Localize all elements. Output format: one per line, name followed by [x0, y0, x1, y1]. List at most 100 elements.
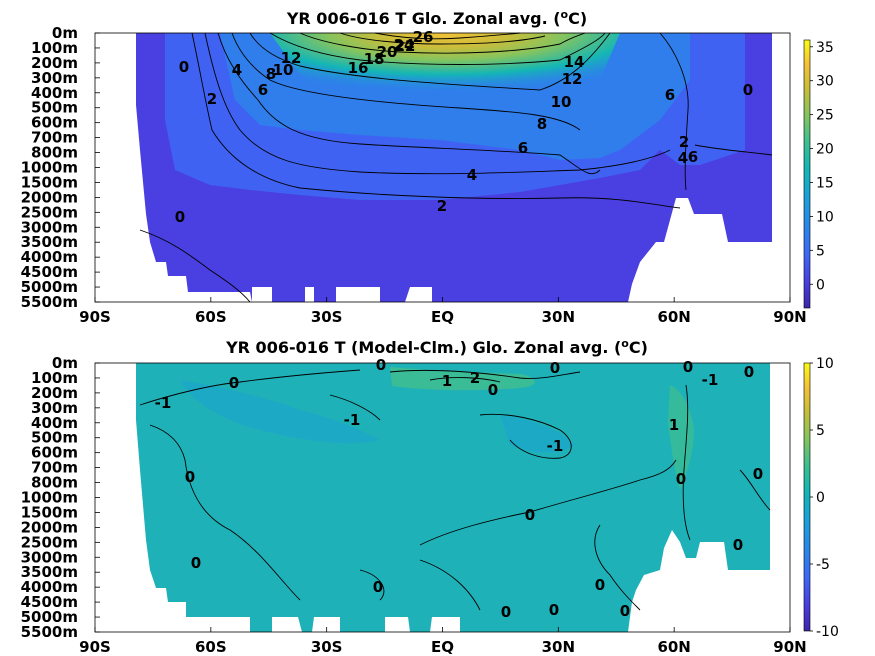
panel2-contour-label: -1	[155, 394, 172, 412]
panel1-contour-label: 6	[688, 148, 698, 166]
panel1-x-axis: 90S 60S 30S EQ 30N 60N 90N	[79, 297, 807, 326]
panel2-contour-label: 1	[669, 416, 679, 434]
p1-colorbar-tick-label: 30	[816, 74, 834, 90]
panel1-contour-label: 20	[377, 43, 398, 61]
p1-colorbar-tick-label: 15	[816, 175, 834, 191]
panel2-cool-patch	[180, 380, 380, 444]
panel2-contour-label: 0	[185, 468, 195, 486]
panel2-contour-label: 0	[488, 381, 498, 399]
p2-y-tick-label: 1000m	[21, 489, 78, 507]
panel2-contour-label: 0	[501, 603, 511, 621]
panel1-contour-label: 18	[364, 50, 385, 68]
panel2-contour-label: 0	[373, 578, 383, 596]
p2-y-tick-label: 600m	[31, 444, 78, 462]
panel1-contour-label: 24	[394, 36, 415, 54]
panel1-field	[136, 33, 772, 302]
p1-y-tick-label: 300m	[31, 69, 78, 87]
panel1-contour-label: 12	[562, 70, 583, 88]
p1-y-tick-label: 800m	[31, 144, 78, 162]
panel1-contour-label: 14	[564, 53, 585, 71]
panel1-contour-label: 8	[537, 115, 547, 133]
p1-colorbar-tick-label: 5	[816, 243, 825, 259]
panel1-contour-label: 10	[551, 93, 572, 111]
p1-y-tick-label: 3000m	[21, 218, 78, 236]
panel1-warm-core	[270, 33, 620, 112]
p1-colorbar-tick-label: 25	[816, 108, 834, 124]
p1-y-tick-label: 1500m	[21, 173, 78, 191]
panel1-contour-label: 4	[467, 166, 477, 184]
p1-y-tick-label: 4500m	[21, 263, 78, 281]
p1-x-tick-label: 60N	[657, 308, 690, 326]
p2-y-tick-label: 400m	[31, 414, 78, 432]
p1-y-tick-label: 5500m	[21, 293, 78, 311]
p1-colorbar-tick-label: 0	[816, 277, 825, 293]
panel2-contours	[139, 369, 771, 611]
p1-y-tick-label: 600m	[31, 114, 78, 132]
p2-y-tick-label: 3000m	[21, 548, 78, 566]
p2-colorbar-tick-label: -5	[816, 557, 830, 573]
p1-y-tick-label: 500m	[31, 99, 78, 117]
p2-y-tick-label: 200m	[31, 384, 78, 402]
panel1-contour-label: 6	[665, 86, 675, 104]
p2-y-tick-label: 100m	[31, 369, 78, 387]
p1-y-tick-label: 2000m	[21, 188, 78, 206]
panel2-warm-band	[390, 367, 535, 391]
panel2-contour-label: 0	[620, 602, 630, 620]
p2-x-tick-label: 30N	[542, 638, 575, 656]
panel-temperature: YR 006-016 T Glo. Zonal avg. (oC) 0	[21, 8, 834, 326]
panel1-contour-label: 0	[179, 58, 189, 76]
panel1-contour-label: 2	[207, 90, 217, 108]
panel1-colorbar	[803, 39, 811, 309]
p1-x-tick-label: 30S	[311, 308, 343, 326]
p2-y-tick-label: 500m	[31, 429, 78, 447]
panel1-contour-label: 6	[258, 81, 268, 99]
p1-y-tick-label: 1000m	[21, 159, 78, 177]
panel1-contour-label: 16	[348, 59, 369, 77]
p1-y-tick-label: 700m	[31, 129, 78, 147]
panel2-contour-label: 0	[525, 506, 535, 524]
panel2-field	[136, 363, 770, 632]
p2-y-tick-label: 0m	[52, 354, 78, 372]
panel2-contour-label: 0	[191, 554, 201, 572]
p2-y-tick-label: 2500m	[21, 533, 78, 551]
panel1-contour-label: 0	[175, 208, 185, 226]
p1-y-tick-label: 4000m	[21, 248, 78, 266]
p1-y-tick-label: 200m	[31, 54, 78, 72]
p2-y-tick-label: 4500m	[21, 593, 78, 611]
p1-x-tick-label: 90N	[773, 308, 806, 326]
panel1-contour-label: 22	[395, 37, 416, 55]
p2-colorbar-tick-label: 0	[816, 490, 825, 506]
p2-y-tick-label: 5500m	[21, 623, 78, 641]
panel2-cool-patch	[500, 415, 575, 453]
p1-y-tick-label: 0m	[52, 24, 78, 42]
panel2-contour-label: 2	[470, 369, 480, 387]
p2-y-tick-label: 4000m	[21, 578, 78, 596]
panel1-contour-labels: 0 4 2 6 8 10 12 16 18 20 22 24 26 14 12 …	[175, 28, 753, 226]
p1-y-tick-label: 2500m	[21, 203, 78, 221]
panel2-contour-label: 0	[744, 363, 754, 381]
panel2-contour-label: 0	[229, 374, 239, 392]
panel2-contour-labels: 0 0 0 -1 -1 0 1 2 0 -1 0 -1 0 1 0 0 0 0 …	[155, 356, 764, 621]
panel2-contour-label: 0	[683, 358, 693, 376]
panel2-contour-label: 0	[549, 601, 559, 619]
p1-y-tick-label: 400m	[31, 84, 78, 102]
panel1-contour-label: 6	[518, 139, 528, 157]
panel1-contour-label: 2	[679, 133, 689, 151]
panel1-contour-label: 8	[266, 65, 276, 83]
panel2-contour-label: -1	[547, 437, 564, 455]
panel1-contour-label: 2	[437, 197, 447, 215]
p2-x-tick-label: EQ	[431, 638, 454, 656]
p1-x-tick-label: 60S	[195, 308, 227, 326]
p2-y-tick-label: 2000m	[21, 518, 78, 536]
panel-anomaly: YR 006-016 T (Model-Clm.) Glo. Zonal avg…	[21, 337, 839, 656]
panel1-contour-label: 4	[232, 61, 242, 79]
p2-x-tick-label: 60S	[195, 638, 227, 656]
panel2-contour-label: 0	[733, 536, 743, 554]
p2-y-tick-label: 1500m	[21, 503, 78, 521]
panel1-contour-label: 4	[678, 149, 688, 167]
p1-colorbar-tick-label: 20	[816, 142, 834, 158]
p2-colorbar-tick-label: 10	[816, 356, 834, 372]
panel1-y-axis: 0m100m200m300m400m500m600m700m800m1000m1…	[21, 24, 100, 311]
panel1-title: YR 006-016 T Glo. Zonal avg. (oC)	[286, 8, 587, 28]
